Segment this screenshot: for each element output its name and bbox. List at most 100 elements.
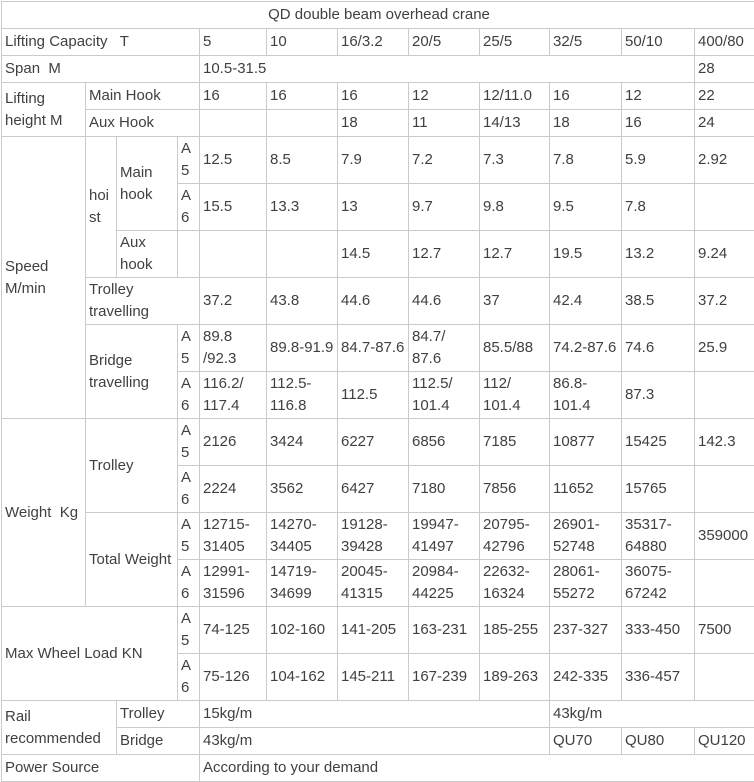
label-power-source: Power Source bbox=[2, 755, 200, 782]
table-cell: 10877 bbox=[550, 419, 622, 466]
table-cell: 5 bbox=[200, 29, 267, 56]
table-cell: 74.6 bbox=[622, 325, 695, 372]
table-cell: 104-162 bbox=[267, 654, 338, 701]
label-rail-recommended: Rail recommended bbox=[2, 701, 117, 755]
table-cell: 38.5 bbox=[622, 278, 695, 325]
table-cell: 44.6 bbox=[338, 278, 409, 325]
table-cell: 75-126 bbox=[200, 654, 267, 701]
table-cell: 44.6 bbox=[409, 278, 480, 325]
table-cell: 16 bbox=[338, 83, 409, 110]
table-cell: 9.5 bbox=[550, 184, 622, 231]
table-cell: 7.8 bbox=[622, 184, 695, 231]
table-cell: QU80 bbox=[622, 728, 695, 755]
table-cell: 12715- 31405 bbox=[200, 513, 267, 560]
table-cell: 43kg/m bbox=[550, 701, 754, 728]
table-cell: 7.2 bbox=[409, 137, 480, 184]
table-cell: 32/5 bbox=[550, 29, 622, 56]
table-cell: 7.9 bbox=[338, 137, 409, 184]
table-cell: 112.5- 116.8 bbox=[267, 372, 338, 419]
empty-cell bbox=[695, 372, 754, 419]
table-cell: 28 bbox=[695, 56, 754, 83]
table-cell: 12.7 bbox=[409, 231, 480, 278]
table-cell: 84.7/ 87.6 bbox=[409, 325, 480, 372]
table-cell: QU120 bbox=[695, 728, 754, 755]
table-cell: 42.4 bbox=[550, 278, 622, 325]
table-cell: 359000 bbox=[695, 513, 754, 560]
label-trolley-weight: Trolley bbox=[86, 419, 178, 513]
table-cell: 400/80 bbox=[695, 29, 754, 56]
table-cell: 87.3 bbox=[622, 372, 695, 419]
table-cell: 16/3.2 bbox=[338, 29, 409, 56]
table-cell: 26901- 52748 bbox=[550, 513, 622, 560]
table-cell: 74.2-87.6 bbox=[550, 325, 622, 372]
empty-cell bbox=[695, 654, 754, 701]
table-cell: 16 bbox=[550, 83, 622, 110]
table-cell: 12 bbox=[622, 83, 695, 110]
table-cell: 189-263 bbox=[480, 654, 550, 701]
table-cell: 35317- 64880 bbox=[622, 513, 695, 560]
table-cell: 22632- 16324 bbox=[480, 560, 550, 607]
table-cell: 2126 bbox=[200, 419, 267, 466]
table-cell: 37.2 bbox=[200, 278, 267, 325]
table-cell: 6427 bbox=[338, 466, 409, 513]
table-cell: 25.9 bbox=[695, 325, 754, 372]
label-max-wheel-load: Max Wheel Load KN bbox=[2, 607, 178, 701]
empty-cell bbox=[200, 231, 267, 278]
table-cell: 37.2 bbox=[695, 278, 754, 325]
table-cell: 37 bbox=[480, 278, 550, 325]
table-cell: 15765 bbox=[622, 466, 695, 513]
label-rail-bridge: Bridge bbox=[117, 728, 200, 755]
table-cell: 13.3 bbox=[267, 184, 338, 231]
table-cell: 7500 bbox=[695, 607, 754, 654]
table-cell: 112/ 101.4 bbox=[480, 372, 550, 419]
table-cell: 25/5 bbox=[480, 29, 550, 56]
table-cell: 7.8 bbox=[550, 137, 622, 184]
table-cell: 10 bbox=[267, 29, 338, 56]
table-cell: 141-205 bbox=[338, 607, 409, 654]
table-cell: A6 bbox=[178, 654, 200, 701]
table-cell: 15425 bbox=[622, 419, 695, 466]
table-cell: 112.5/ 101.4 bbox=[409, 372, 480, 419]
table-cell: 22 bbox=[695, 83, 754, 110]
table-cell: 237-327 bbox=[550, 607, 622, 654]
table-cell: 89.8 /92.3 bbox=[200, 325, 267, 372]
table-cell: 10.5-31.5 bbox=[200, 56, 695, 83]
empty-cell bbox=[267, 231, 338, 278]
table-cell: 2224 bbox=[200, 466, 267, 513]
table-cell: 84.7-87.6 bbox=[338, 325, 409, 372]
label-lifting-height: Lifting height M bbox=[2, 83, 86, 137]
table-cell: 11652 bbox=[550, 466, 622, 513]
label-hoist: hoist bbox=[86, 137, 117, 278]
table-cell: 20045- 41315 bbox=[338, 560, 409, 607]
table-cell: A5 bbox=[178, 325, 200, 372]
table-cell: 13 bbox=[338, 184, 409, 231]
table-cell: 6856 bbox=[409, 419, 480, 466]
table-cell: 7180 bbox=[409, 466, 480, 513]
table-cell: 3562 bbox=[267, 466, 338, 513]
label-main-hook: Main Hook bbox=[86, 83, 200, 110]
table-cell: 20795- 42796 bbox=[480, 513, 550, 560]
table-cell: 15kg/m bbox=[200, 701, 550, 728]
table-cell: 36075- 67242 bbox=[622, 560, 695, 607]
table-cell: 112.5 bbox=[338, 372, 409, 419]
table-cell: 5.9 bbox=[622, 137, 695, 184]
table-cell: A6 bbox=[178, 560, 200, 607]
table-cell: 85.5/88 bbox=[480, 325, 550, 372]
table-cell: 20984- 44225 bbox=[409, 560, 480, 607]
table-row: QD double beam overhead crane bbox=[2, 2, 754, 29]
table-cell: According to your demand bbox=[200, 755, 754, 782]
empty-cell bbox=[267, 110, 338, 137]
table-title: QD double beam overhead crane bbox=[2, 2, 754, 29]
label-span: Span M bbox=[2, 56, 200, 83]
table-cell: 16 bbox=[267, 83, 338, 110]
label-speed-main-hook: Main hook bbox=[117, 137, 178, 231]
table-cell: 185-255 bbox=[480, 607, 550, 654]
table-cell: A5 bbox=[178, 419, 200, 466]
